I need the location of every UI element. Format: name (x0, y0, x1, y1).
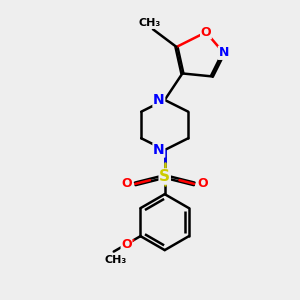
Text: CH₃: CH₃ (139, 18, 161, 28)
Text: N: N (153, 93, 165, 107)
Text: N: N (218, 46, 229, 59)
Text: O: O (122, 177, 132, 190)
Text: O: O (201, 26, 211, 39)
Text: O: O (197, 177, 208, 190)
Text: N: N (153, 143, 165, 157)
Text: S: S (159, 169, 170, 184)
Text: O: O (121, 238, 132, 251)
Text: CH₃: CH₃ (104, 255, 126, 266)
